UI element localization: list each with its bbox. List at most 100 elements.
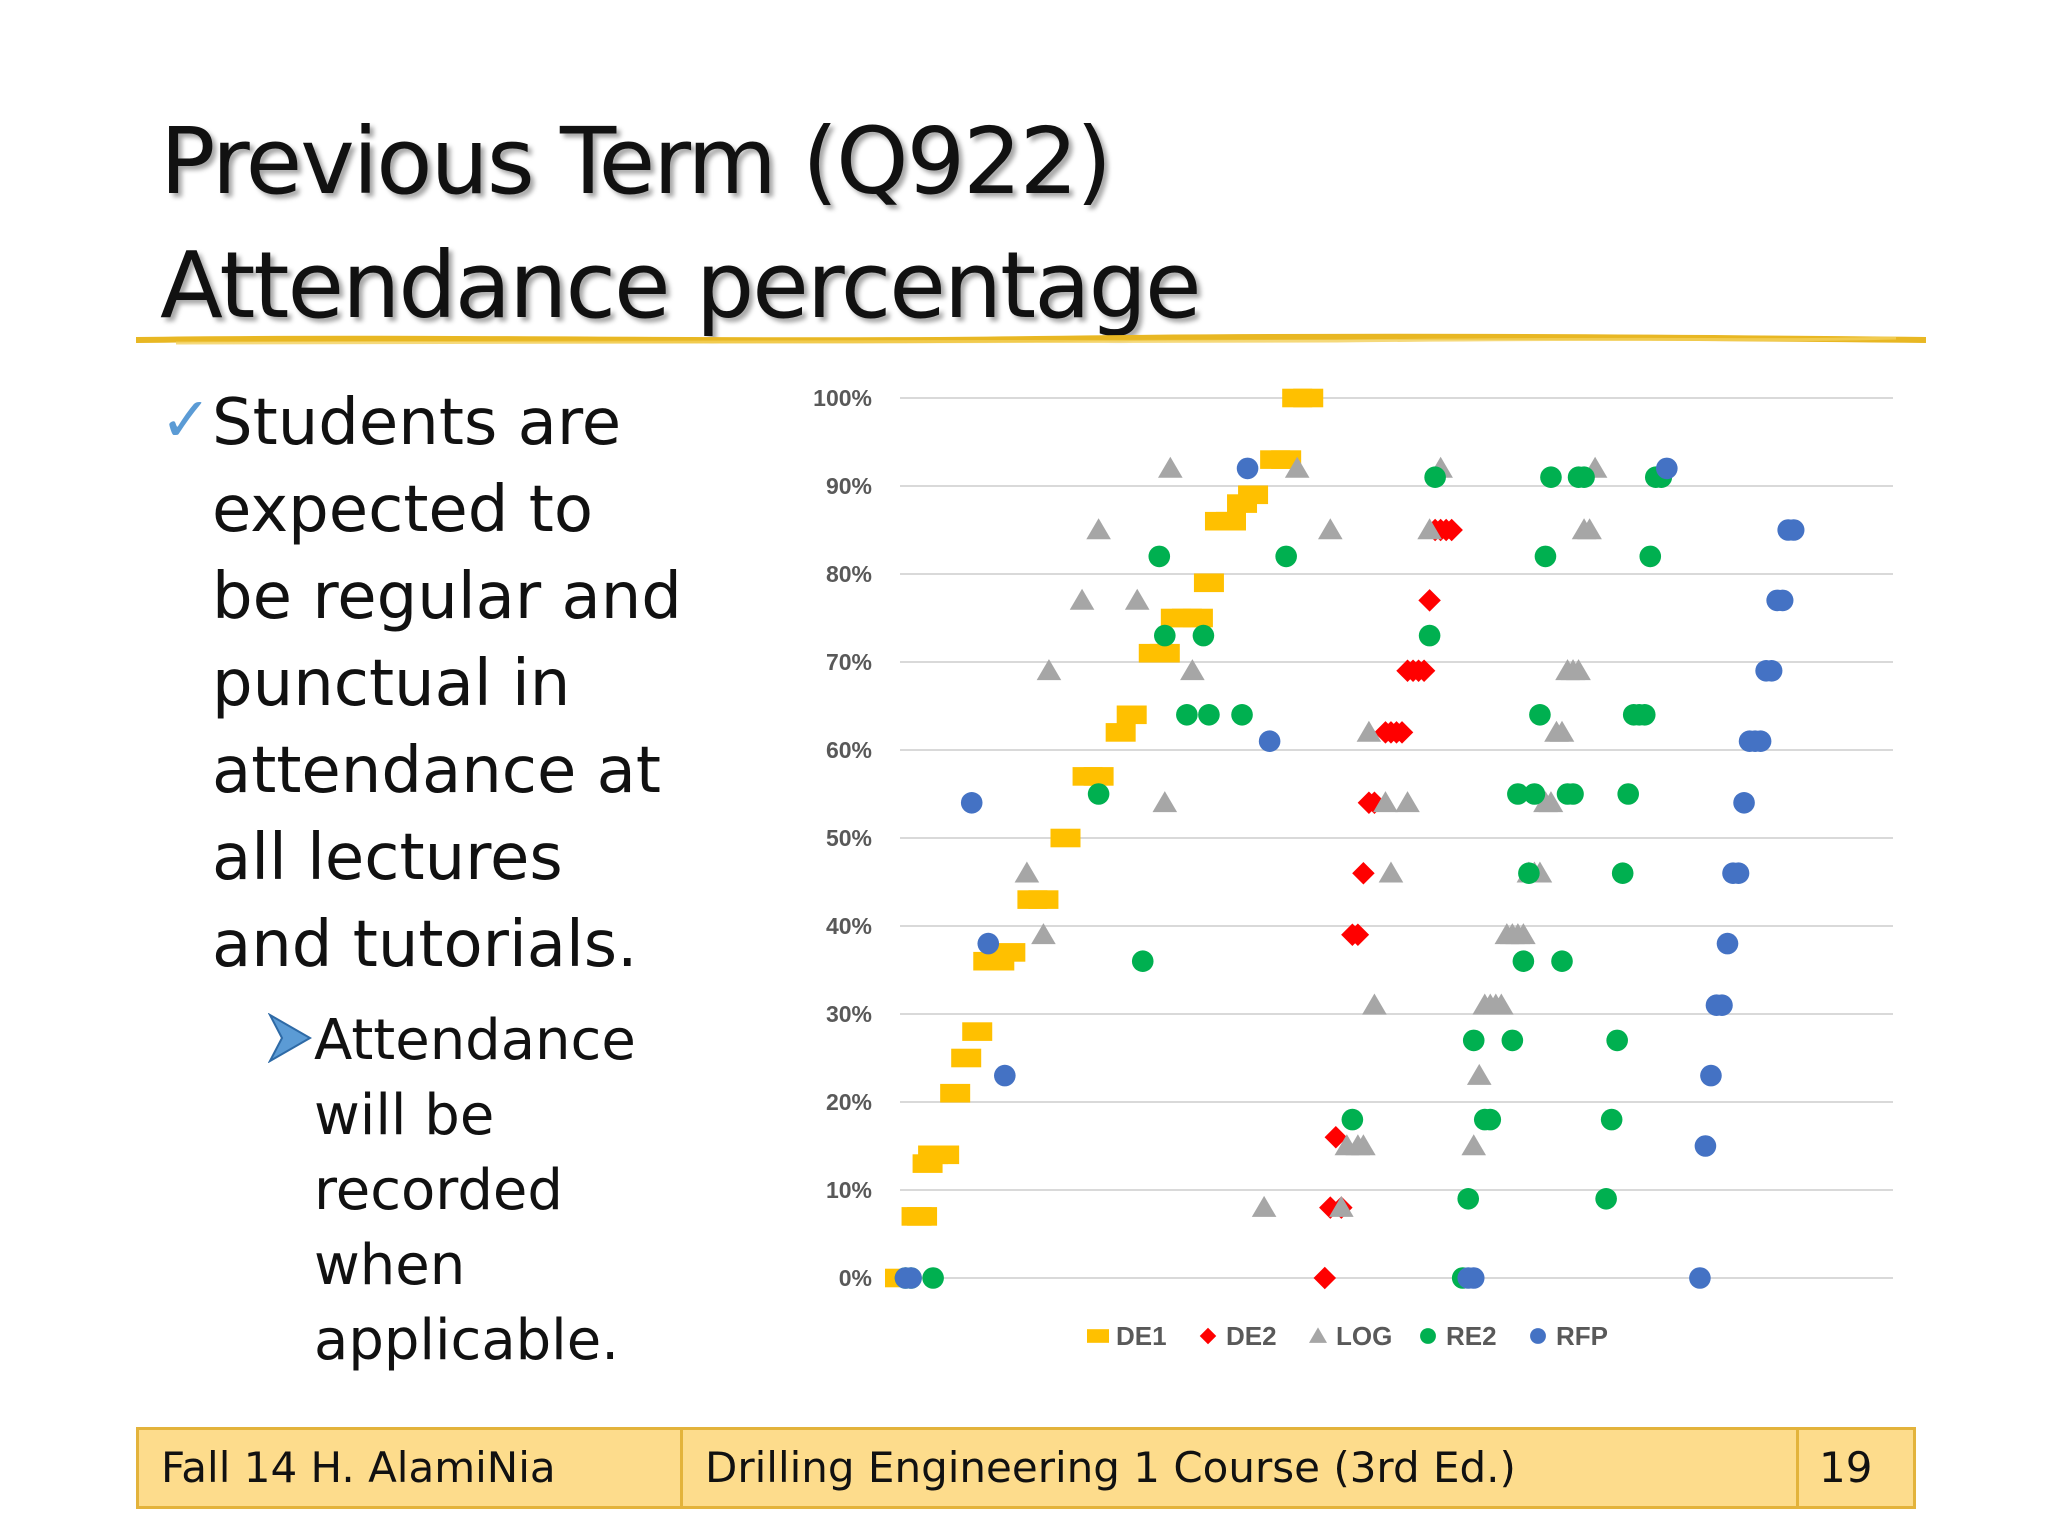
point-re2 <box>1087 783 1110 805</box>
point-log <box>1284 456 1310 478</box>
point-re2 <box>1418 624 1441 647</box>
point-log <box>1566 659 1591 681</box>
point-de1 <box>1149 643 1180 663</box>
point-re2 <box>1457 1188 1480 1210</box>
point-re2 <box>922 1267 944 1289</box>
point-re2 <box>1534 545 1557 568</box>
legend-marker <box>1308 1327 1328 1343</box>
point-re2 <box>1551 950 1573 972</box>
attendance-scatter-chart: 0% 10% 20% 30% 40% 50% 60% 70% 80% 90% 100% DE1 DE2… <box>813 385 1893 1351</box>
point-log <box>1538 791 1564 813</box>
series-de2 <box>1313 518 1463 1290</box>
point-re2 <box>1198 704 1220 726</box>
point-de2 <box>1440 518 1463 542</box>
footer-divider-1 <box>680 1430 683 1506</box>
point-re2 <box>1275 545 1297 568</box>
point-re2 <box>1192 624 1215 647</box>
arrow-right-icon <box>268 1013 312 1063</box>
y-axis-ticks: 0% 10% 20% 30% 40% 50% 60% 70% 80% 90% 100% <box>813 385 872 1291</box>
slide-title: Previous Term (Q922) Attendance percenta… <box>160 100 1660 348</box>
point-re2 <box>1639 545 1662 568</box>
legend-marker <box>1199 1327 1217 1345</box>
legend-item-de2: DE2 <box>1199 1321 1277 1351</box>
point-re2 <box>1131 950 1154 972</box>
point-re2 <box>1501 1029 1524 1052</box>
title-underline <box>136 333 1926 345</box>
point-log <box>1417 518 1442 540</box>
point-rfp <box>1689 1267 1711 1289</box>
point-de1 <box>940 1083 971 1103</box>
point-log <box>1036 659 1062 681</box>
point-re2 <box>1600 1108 1623 1131</box>
y-tick-label: 100% <box>813 385 872 411</box>
footer-page-number: 19 <box>1819 1443 1873 1492</box>
y-tick-label: 90% <box>826 473 872 499</box>
point-re2 <box>1341 1108 1364 1131</box>
chart-grid <box>900 397 1893 1279</box>
point-rfp <box>1236 457 1259 480</box>
point-rfp <box>1733 792 1755 814</box>
point-rfp <box>960 792 983 814</box>
point-de1 <box>951 1048 982 1068</box>
legend-item-re2: RE2 <box>1420 1321 1497 1351</box>
point-re2 <box>1611 862 1634 884</box>
point-log <box>1180 659 1205 681</box>
point-log <box>1158 456 1183 478</box>
point-log <box>1069 588 1095 610</box>
title-line-2: Attendance percentage <box>160 232 1202 339</box>
point-rfp <box>1782 519 1805 541</box>
footer-author: Fall 14 H. AlamiNia <box>161 1443 556 1492</box>
footer-bar: Fall 14 H. AlamiNia Drilling Engineering… <box>136 1427 1916 1509</box>
point-re2 <box>1518 862 1540 884</box>
point-rfp <box>1760 660 1783 682</box>
point-de1 <box>1182 608 1213 628</box>
point-rfp <box>1700 1064 1722 1087</box>
point-log <box>1124 588 1150 610</box>
point-log <box>1362 993 1387 1015</box>
point-re2 <box>1176 704 1198 726</box>
bullet-sub-text: Attendance will be recorded when applica… <box>314 1008 636 1373</box>
legend-label: RFP <box>1556 1321 1608 1351</box>
legend-item-rfp: RFP <box>1530 1321 1608 1351</box>
point-rfp <box>1749 730 1772 752</box>
y-tick-label: 50% <box>826 825 872 851</box>
point-de1 <box>1293 388 1324 408</box>
point-de2 <box>1352 861 1375 885</box>
point-re2 <box>1479 1108 1502 1131</box>
point-de2 <box>1412 659 1436 683</box>
point-rfp <box>977 932 1000 955</box>
series-log <box>1014 456 1608 1217</box>
point-de1 <box>962 1022 993 1041</box>
legend-marker <box>1530 1328 1546 1344</box>
point-rfp <box>1694 1135 1717 1157</box>
bullet-list: ✓ Students are expected to be regular an… <box>160 380 780 1378</box>
point-rfp <box>1727 862 1750 884</box>
series-de1 <box>885 388 1324 1288</box>
series-rfp <box>894 457 1805 1289</box>
point-re2 <box>1633 704 1656 726</box>
point-re2 <box>1562 783 1584 805</box>
point-re2 <box>1523 783 1546 805</box>
point-re2 <box>1573 466 1595 488</box>
point-log <box>1031 923 1056 945</box>
y-tick-label: 0% <box>839 1265 872 1291</box>
point-re2 <box>1154 624 1176 647</box>
y-tick-label: 30% <box>826 1001 872 1027</box>
point-log <box>1461 1134 1487 1156</box>
point-rfp <box>1771 589 1794 612</box>
legend-label: DE1 <box>1116 1321 1167 1351</box>
point-rfp <box>1656 457 1678 480</box>
point-re2 <box>1540 466 1562 488</box>
point-re2 <box>1529 704 1551 726</box>
bullet-main: ✓ Students are expected to be regular an… <box>160 380 780 989</box>
point-log <box>1373 791 1398 813</box>
point-log <box>1356 720 1382 742</box>
y-tick-label: 40% <box>826 913 872 939</box>
point-de1 <box>929 1145 960 1165</box>
point-log <box>1577 518 1602 540</box>
point-de1 <box>1193 573 1224 593</box>
legend-label: LOG <box>1336 1321 1392 1351</box>
point-log <box>1251 1195 1277 1217</box>
legend-label: DE2 <box>1226 1321 1277 1351</box>
